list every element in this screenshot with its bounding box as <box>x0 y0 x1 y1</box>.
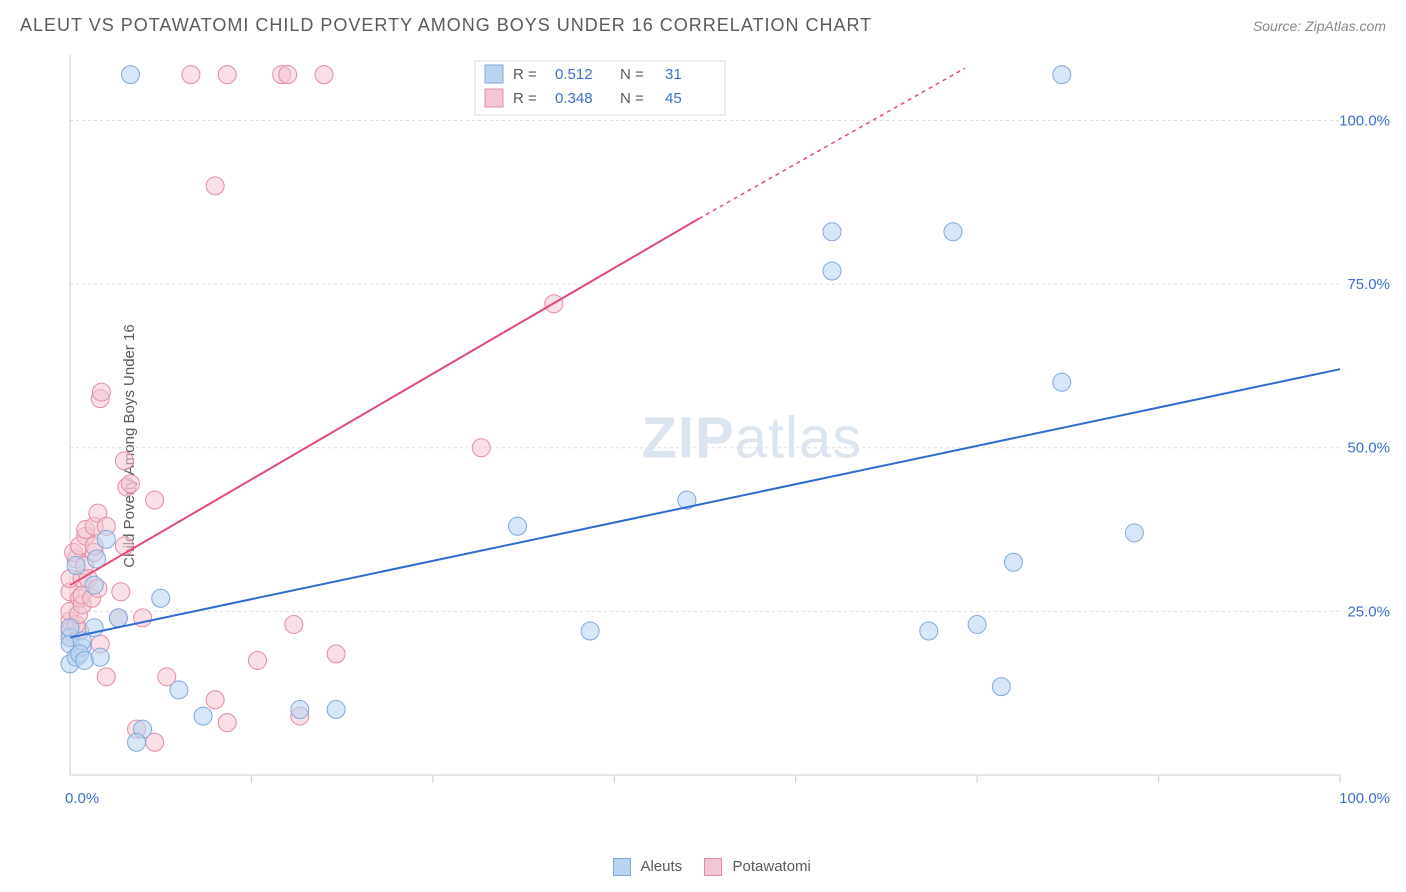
scatter-point <box>112 583 130 601</box>
legend-r-label: R = <box>513 66 537 83</box>
legend-n-label: N = <box>620 90 644 107</box>
scatter-point <box>327 701 345 719</box>
legend-swatch <box>485 89 503 107</box>
trendline-potawatomi <box>70 219 699 586</box>
x-tick-label-min: 0.0% <box>65 790 99 807</box>
scatter-point <box>92 383 110 401</box>
scatter-point <box>823 223 841 241</box>
bottom-legend: Aleuts Potawatomi <box>0 858 1406 876</box>
scatter-point <box>472 439 490 457</box>
scatter-point <box>1004 553 1022 571</box>
legend-r-value: 0.348 <box>555 90 593 107</box>
scatter-point <box>315 66 333 84</box>
scatter-point <box>109 609 127 627</box>
chart-area: 25.0% 50.0% 75.0% 100.0% ZIPatlas 0.0% 100.0% R… <box>60 55 1390 815</box>
scatter-point <box>152 589 170 607</box>
scatter-chart-svg: 25.0% 50.0% 75.0% 100.0% ZIPatlas 0.0% 100.0% R… <box>60 55 1390 815</box>
scatter-point <box>823 262 841 280</box>
watermark: ZIPatlas <box>642 406 863 471</box>
legend-label-potawatomi: Potawatomi <box>733 858 811 875</box>
scatter-point <box>85 576 103 594</box>
legend-swatch-aleuts <box>613 858 631 876</box>
legend-r-value: 0.512 <box>555 66 593 83</box>
legend-r-label: R = <box>513 90 537 107</box>
scatter-point <box>285 615 303 633</box>
scatter-point <box>968 615 986 633</box>
scatter-point <box>581 622 599 640</box>
y-tick-label: 75.0% <box>1347 276 1390 293</box>
scatter-point <box>1053 373 1071 391</box>
scatter-point <box>248 651 266 669</box>
scatter-point <box>1053 66 1071 84</box>
y-tick-label: 50.0% <box>1347 440 1390 457</box>
scatter-point <box>992 678 1010 696</box>
scatter-point <box>291 701 309 719</box>
scatter-point <box>67 557 85 575</box>
scatter-point <box>509 517 527 535</box>
y-tick-label: 25.0% <box>1347 603 1390 620</box>
scatter-point <box>206 177 224 195</box>
x-tick-label-max: 100.0% <box>1339 790 1390 807</box>
scatter-point <box>218 714 236 732</box>
scatter-point <box>279 66 297 84</box>
legend-label-aleuts: Aleuts <box>640 858 682 875</box>
scatter-point <box>182 66 200 84</box>
scatter-point <box>206 691 224 709</box>
scatter-point <box>97 668 115 686</box>
chart-title: ALEUT VS POTAWATOMI CHILD POVERTY AMONG … <box>20 15 872 36</box>
y-tick-label: 100.0% <box>1339 112 1390 129</box>
legend-swatch-potawatomi <box>704 858 722 876</box>
scatter-point <box>194 707 212 725</box>
scatter-point <box>115 452 133 470</box>
scatter-point <box>944 223 962 241</box>
scatter-point <box>128 733 146 751</box>
legend-n-label: N = <box>620 66 644 83</box>
legend-n-value: 45 <box>665 90 682 107</box>
scatter-point <box>115 537 133 555</box>
scatter-point <box>170 681 188 699</box>
legend-swatch <box>485 65 503 83</box>
scatter-point <box>97 530 115 548</box>
source-attribution: Source: ZipAtlas.com <box>1253 18 1386 34</box>
scatter-point <box>1125 524 1143 542</box>
scatter-point <box>91 648 109 666</box>
scatter-point <box>121 475 139 493</box>
scatter-point <box>76 651 94 669</box>
trendline-potawatomi-extrapolated <box>699 68 965 219</box>
scatter-point <box>327 645 345 663</box>
scatter-point <box>218 66 236 84</box>
scatter-point <box>146 491 164 509</box>
scatter-point <box>121 66 139 84</box>
scatter-point <box>920 622 938 640</box>
legend-n-value: 31 <box>665 66 682 83</box>
